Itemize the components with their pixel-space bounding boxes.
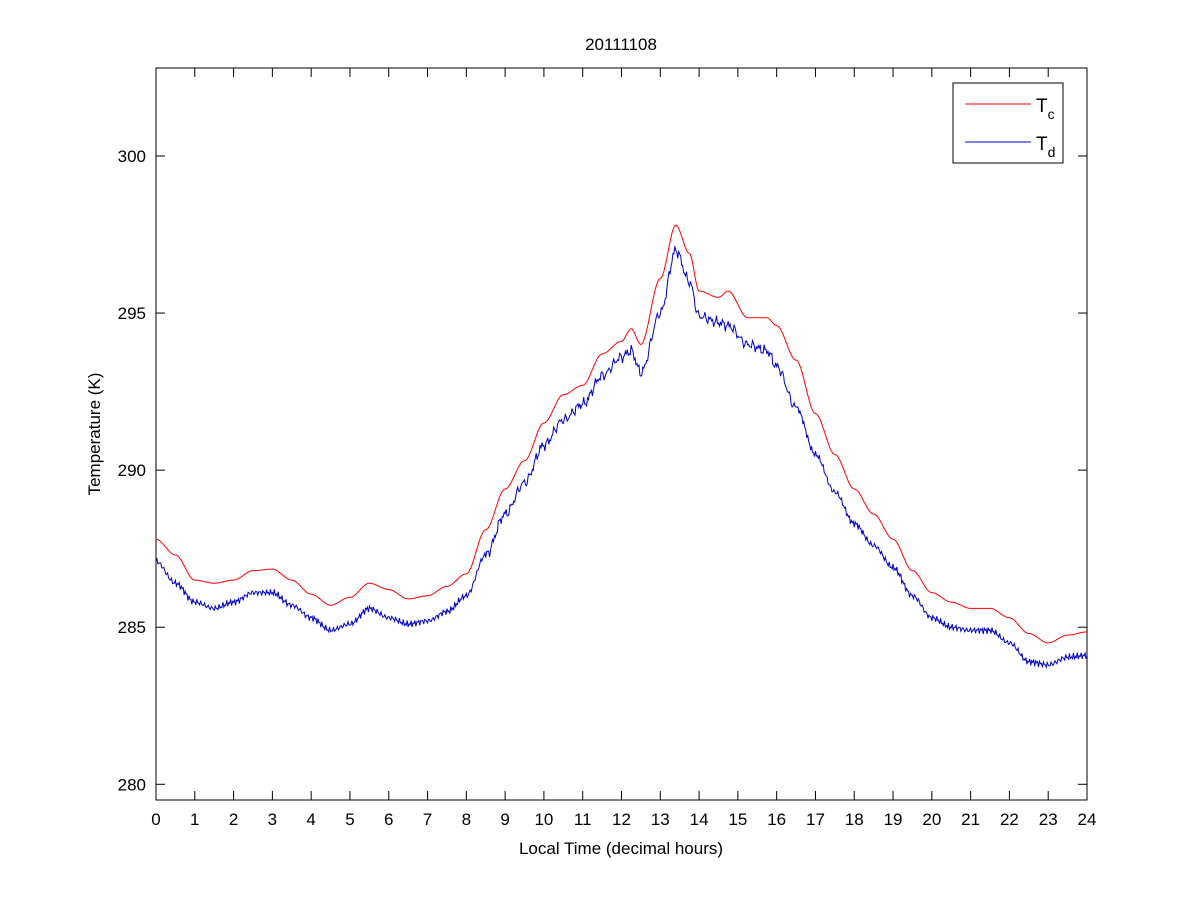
y-tick-label: 300 [118, 147, 146, 166]
legend-label-tc: Tc [1036, 96, 1055, 122]
x-tick-label: 8 [462, 810, 471, 829]
series-line-Td [155, 246, 1088, 669]
x-tick-label: 13 [651, 810, 670, 829]
x-tick-label: 9 [500, 810, 509, 829]
x-tick-label: 19 [884, 810, 903, 829]
x-tick-label: 3 [268, 810, 277, 829]
legend-box [952, 82, 1064, 164]
plot-area [155, 67, 1088, 801]
legend: Tc Td [952, 82, 1064, 164]
x-tick-label: 15 [728, 810, 747, 829]
series-lines [155, 224, 1088, 669]
y-axis-label: Temperature (K) [85, 373, 104, 496]
x-tick-label: 6 [384, 810, 393, 829]
x-tick-label: 5 [345, 810, 354, 829]
x-tick-label: 11 [574, 810, 592, 829]
x-tick-label: 20 [922, 810, 941, 829]
y-tick-label: 285 [118, 618, 146, 637]
x-tick-label: 21 [961, 810, 980, 829]
legend-label-td: Td [1036, 134, 1055, 160]
x-tick-label: 17 [806, 810, 825, 829]
series-line-Tc [155, 224, 1087, 644]
x-tick-label: 2 [229, 810, 238, 829]
x-tick-label: 7 [423, 810, 432, 829]
x-tick-label: 0 [151, 810, 160, 829]
x-tick-label: 14 [690, 810, 709, 829]
x-tick-label: 1 [190, 810, 199, 829]
x-tick-label: 16 [767, 810, 786, 829]
x-tick-label: 10 [534, 810, 553, 829]
x-tick-label: 24 [1078, 810, 1097, 829]
x-tick-label: 12 [612, 810, 631, 829]
x-tick-label: 18 [845, 810, 864, 829]
x-tick-label: 22 [1000, 810, 1019, 829]
x-tick-label: 23 [1039, 810, 1058, 829]
y-tick-label: 280 [118, 775, 146, 794]
y-tick-label: 295 [118, 304, 146, 323]
axis-ticks: 0 1 2 3 4 5 6 7 8 9 10 11 12 13 14 15 16 17 18 19 20 21 22 23 24… [118, 68, 1097, 829]
x-tick-label: 4 [306, 810, 315, 829]
x-axis-label: Local Time (decimal hours) [519, 839, 723, 858]
y-tick-label: 290 [118, 461, 146, 480]
chart-title: 20111108 [585, 35, 657, 54]
